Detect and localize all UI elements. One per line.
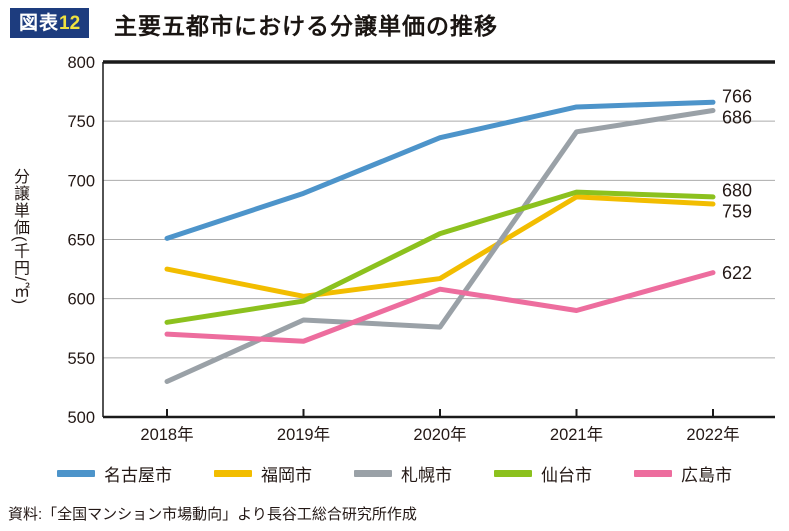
source-note: 資料:「全国マンション市場動向」より長谷工総合研究所作成 [8, 506, 417, 523]
y-axis-title: 分譲単価(千円/㎡) [11, 168, 28, 306]
end-value-label: 759 [722, 201, 752, 221]
figure-number-badge: 図表12 [10, 8, 90, 38]
legend-swatch [494, 470, 532, 477]
legend-item-4: 広島市 [634, 461, 732, 486]
y-tick-label: 550 [67, 350, 95, 368]
legend-item-0: 名古屋市 [57, 461, 172, 486]
x-tick-label: 2018年 [140, 425, 193, 444]
legend-item-3: 仙台市 [494, 461, 592, 486]
legend-label: 札幌市 [401, 466, 452, 485]
y-tick-label: 750 [67, 113, 95, 131]
end-value-label: 622 [722, 263, 752, 283]
legend-swatch [57, 470, 95, 477]
legend-label: 福岡市 [261, 466, 312, 485]
figure-badge-number: 12 [59, 13, 81, 34]
end-value-label: 686 [722, 107, 752, 127]
chart-title: 主要五都市における分譲単価の推移 [114, 13, 498, 39]
series-line-3 [164, 189, 716, 325]
x-tick-label: 2022年 [686, 425, 739, 444]
y-tick-label: 650 [67, 232, 95, 250]
y-tick-label: 800 [67, 55, 95, 72]
end-value-label: 680 [722, 180, 752, 200]
chart-legend: 名古屋市 福岡市 札幌市 仙台市 広島市 [0, 461, 789, 486]
end-value-label: 766 [722, 86, 752, 106]
series-line-4 [164, 270, 716, 344]
y-tick-label: 700 [67, 172, 95, 190]
legend-swatch [634, 470, 672, 477]
figure-badge-prefix: 図表 [19, 13, 60, 34]
legend-label: 仙台市 [541, 466, 592, 485]
legend-label: 名古屋市 [104, 466, 172, 485]
legend-item-1: 福岡市 [214, 461, 312, 486]
series-line-0 [164, 99, 716, 241]
line-chart-plot-area: 500 550 600 650 700 750 800 2018年 2019年 2020年 2021… [67, 55, 775, 444]
legend-label: 広島市 [681, 466, 732, 485]
x-tick-label: 2020年 [413, 425, 466, 444]
y-tick-label: 600 [67, 291, 95, 309]
x-tick-label: 2021年 [550, 425, 603, 444]
series-line-1 [164, 194, 716, 299]
x-tick-label: 2019年 [277, 425, 330, 444]
y-tick-label: 500 [67, 409, 95, 427]
legend-swatch [354, 470, 392, 477]
legend-swatch [214, 470, 252, 477]
legend-item-2: 札幌市 [354, 461, 452, 486]
